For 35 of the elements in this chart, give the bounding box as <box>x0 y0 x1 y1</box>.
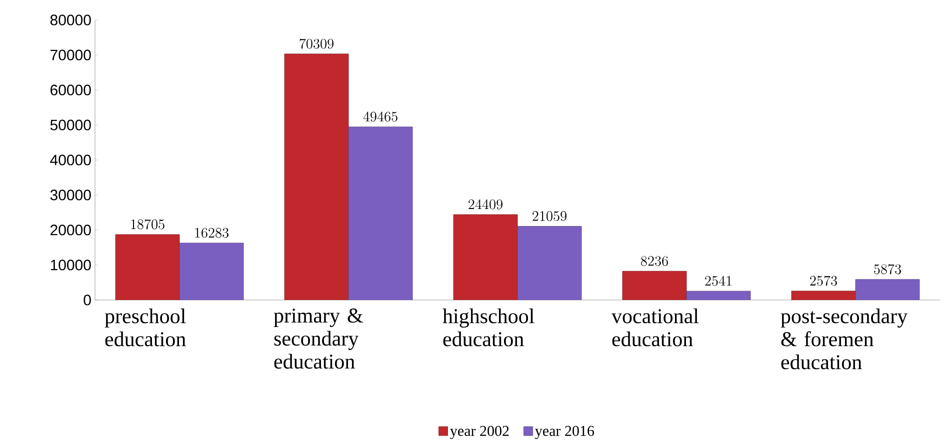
x-tick-label: preschool education <box>104 308 186 346</box>
data-label: 49465 <box>363 112 398 122</box>
x-tick-label: primary & secondary education <box>274 308 363 369</box>
data-label: 21059 <box>532 211 566 222</box>
y-tick-label: 80000 <box>50 14 91 26</box>
data-label: 16283 <box>195 228 228 238</box>
y-tick-label: 40000 <box>50 154 91 166</box>
data-label: 18705 <box>131 219 164 230</box>
y-tick-label: 30000 <box>50 190 91 200</box>
bar <box>453 214 518 300</box>
bar <box>686 290 751 300</box>
y-tick-label: 0 <box>84 294 91 306</box>
data-label: 8236 <box>640 256 668 266</box>
y-tick-label: 10000 <box>50 260 91 270</box>
x-tick-label: highschool education <box>442 308 534 346</box>
bar <box>115 234 180 300</box>
bar <box>179 242 244 300</box>
data-label: 5873 <box>874 264 901 274</box>
y-tick-label: 20000 <box>50 224 91 236</box>
x-tick-label: vocational education <box>612 308 699 346</box>
data-label: 2573 <box>810 276 837 286</box>
bar <box>517 226 582 300</box>
bar <box>348 126 413 300</box>
legend-label: year 2002 <box>450 426 509 440</box>
x-tick-label: post-secondary & foremen education <box>780 308 908 370</box>
y-tick-label: 70000 <box>50 50 91 60</box>
data-label: 70309 <box>300 38 334 49</box>
bar <box>855 279 920 300</box>
y-tick-label: 60000 <box>50 84 91 96</box>
legend-label: year 2016 <box>535 426 594 440</box>
data-label: 24409 <box>468 199 502 210</box>
data-label: 2541 <box>705 276 732 286</box>
y-tick-label: 50000 <box>50 120 91 130</box>
bar <box>284 54 349 300</box>
bar <box>622 270 687 300</box>
